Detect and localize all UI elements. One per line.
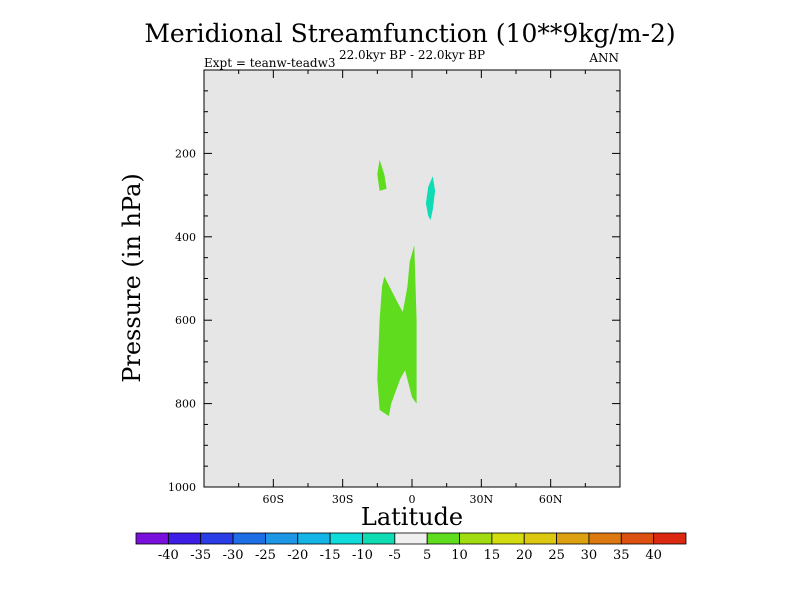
colorbar-label: 10 xyxy=(451,548,468,563)
y-axis-label: Pressure (in hPa) xyxy=(118,173,146,383)
colorbar-label: -5 xyxy=(388,548,401,563)
contour-region-positive-5-10-lower xyxy=(377,245,417,417)
x-tick-label: 60S xyxy=(263,493,285,506)
colorbar-box xyxy=(556,532,590,545)
x-axis-label: Latitude xyxy=(361,503,463,531)
colorbar-label: -40 xyxy=(158,548,179,563)
y-tick-label: 200 xyxy=(175,147,196,160)
contour-region-positive-5-10-upper xyxy=(377,159,387,191)
colorbar-label: -10 xyxy=(352,548,373,563)
y-tick-label: 400 xyxy=(175,231,196,244)
season-label: ANN xyxy=(588,51,619,65)
expt-label: Expt = teanw-teadw3 xyxy=(204,56,336,70)
period-label: 22.0kyr BP - 22.0kyr BP xyxy=(339,48,485,62)
axis-ticks: 200 400 600 800 1000 60S 30S 0 30N 60N xyxy=(168,70,620,506)
colorbar-box xyxy=(265,532,299,545)
colorbar-box xyxy=(620,532,655,545)
y-tick-label: 800 xyxy=(175,398,196,411)
colorbar-box xyxy=(394,532,428,545)
colorbar-box xyxy=(329,532,363,545)
colorbar-label: 20 xyxy=(516,548,533,563)
colorbar-box xyxy=(200,532,234,545)
colorbar-box xyxy=(232,532,266,545)
colorbar-label: 5 xyxy=(423,548,431,563)
colorbar: -40 -35 -30 -25 -20 -15 -10 -5 5 10 15 20 25 30 35 40 xyxy=(135,532,687,563)
chart-title: Meridional Streamfunction (10**9kg/m-2) xyxy=(144,19,675,48)
colorbar-box xyxy=(588,532,622,545)
colorbar-label: -30 xyxy=(223,548,244,563)
colorbar-label: 25 xyxy=(548,548,565,563)
x-tick-label: 30S xyxy=(332,493,354,506)
y-tick-label: 600 xyxy=(175,314,196,327)
colorbar-box xyxy=(297,532,331,545)
colorbar-label: 35 xyxy=(613,548,630,563)
contour-regions xyxy=(377,159,436,417)
x-tick-label: 30N xyxy=(470,493,494,506)
colorbar-box xyxy=(426,532,460,545)
colorbar-label: -35 xyxy=(190,548,211,563)
colorbar-label: -20 xyxy=(287,548,308,563)
colorbar-label: -15 xyxy=(320,548,341,563)
x-tick-label: 0 xyxy=(409,493,416,506)
colorbar-label: 15 xyxy=(484,548,501,563)
x-tick-label: 60N xyxy=(539,493,563,506)
colorbar-box xyxy=(523,532,557,545)
colorbar-label: 40 xyxy=(645,548,662,563)
colorbar-box xyxy=(459,532,493,545)
colorbar-label: 30 xyxy=(581,548,598,563)
colorbar-box xyxy=(167,532,202,545)
colorbar-box xyxy=(491,532,525,545)
colorbar-label: -25 xyxy=(255,548,276,563)
colorbar-box xyxy=(362,532,396,545)
y-tick-label: 1000 xyxy=(168,481,196,494)
colorbar-box xyxy=(653,532,687,545)
colorbar-box xyxy=(135,532,169,545)
contour-region-negative-10-5-upper xyxy=(425,176,436,221)
